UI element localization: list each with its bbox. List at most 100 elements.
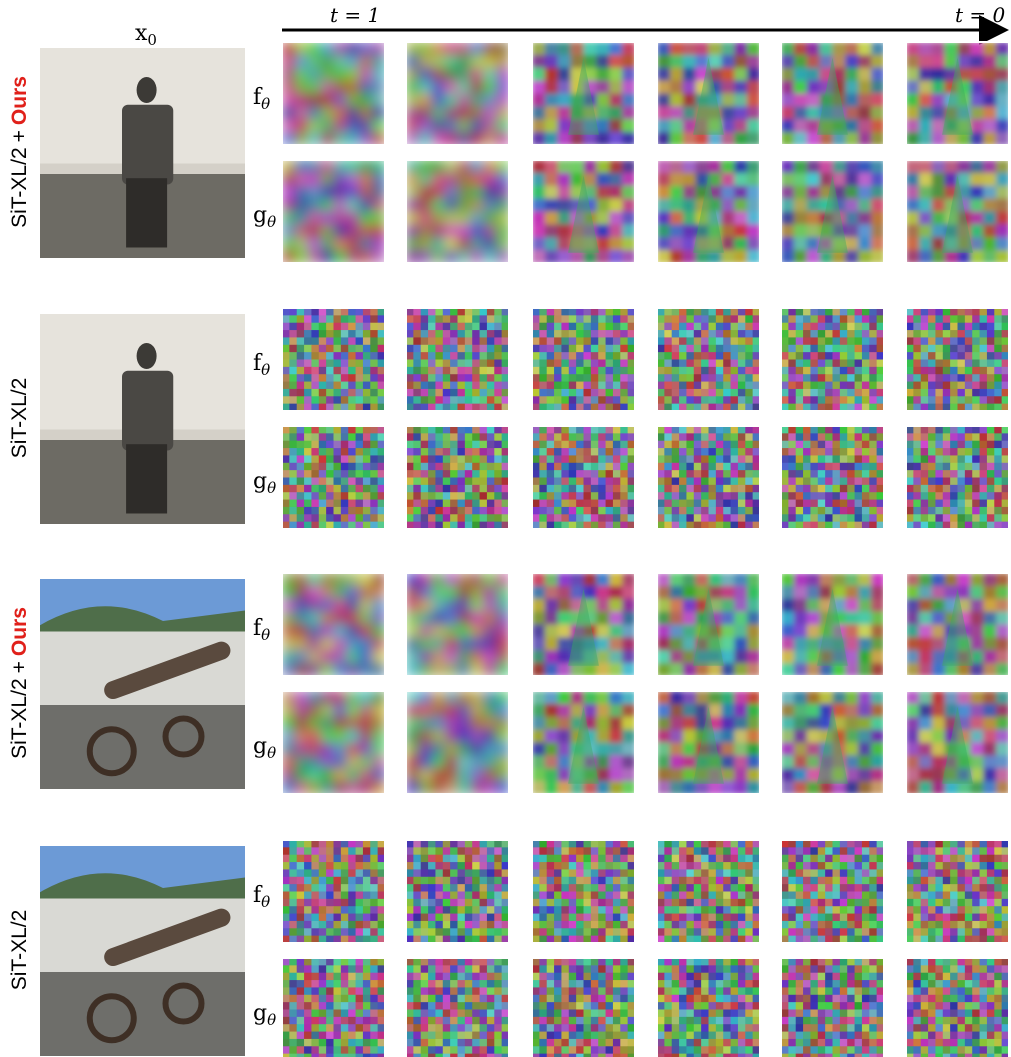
tile-cell bbox=[496, 573, 509, 586]
tile-cell bbox=[620, 500, 628, 508]
tile-cell bbox=[428, 500, 436, 508]
tile-cell bbox=[723, 367, 731, 375]
tile-cell bbox=[869, 862, 877, 870]
tile-cell bbox=[862, 315, 870, 323]
tile-cell bbox=[319, 367, 327, 375]
tile-cell bbox=[591, 463, 599, 471]
tile-cell bbox=[295, 199, 308, 212]
tile-cell bbox=[480, 352, 488, 360]
tile-cell bbox=[679, 492, 687, 500]
tile-cell bbox=[847, 847, 855, 855]
tile-cell bbox=[747, 730, 760, 743]
tile-cell bbox=[319, 914, 327, 922]
tile-cell bbox=[855, 869, 863, 877]
tile-cell bbox=[670, 717, 683, 730]
tile-cell bbox=[539, 323, 547, 331]
tile-cell bbox=[569, 441, 577, 449]
tile-cell bbox=[620, 448, 628, 456]
tile-cell bbox=[945, 42, 958, 55]
tile-cell bbox=[845, 237, 858, 250]
tile-cell bbox=[435, 906, 443, 914]
tile-cell bbox=[465, 352, 473, 360]
tile-cell bbox=[359, 650, 372, 663]
tile-cell bbox=[569, 514, 577, 522]
tile-cell bbox=[297, 485, 305, 493]
tile-cell bbox=[532, 650, 545, 663]
tile-cell bbox=[370, 514, 378, 522]
tile-cell bbox=[913, 382, 921, 390]
tile-cell bbox=[807, 717, 820, 730]
tile-cell bbox=[598, 374, 606, 382]
tile-cell bbox=[871, 650, 884, 663]
tile-cell bbox=[980, 367, 988, 375]
tile-cell bbox=[781, 433, 789, 441]
tile-cell bbox=[987, 485, 995, 493]
tile-cell bbox=[443, 877, 451, 885]
tile-cell bbox=[289, 840, 297, 848]
tile-cell bbox=[297, 840, 305, 848]
tile-cell bbox=[994, 382, 1002, 390]
tile-cell bbox=[334, 68, 347, 81]
tile-cell bbox=[657, 352, 665, 360]
feature-tile bbox=[906, 308, 1010, 412]
tile-cell bbox=[596, 599, 609, 612]
tile-cell bbox=[694, 478, 702, 486]
tile-cell bbox=[738, 448, 746, 456]
tile-cell bbox=[311, 323, 319, 331]
tile-cell bbox=[435, 478, 443, 486]
tile-cell bbox=[781, 485, 789, 493]
tile-cell bbox=[356, 877, 364, 885]
tile-cell bbox=[370, 463, 378, 471]
tile-cell bbox=[613, 877, 621, 885]
tile-cell bbox=[370, 492, 378, 500]
tile-cell bbox=[871, 599, 884, 612]
tile-cell bbox=[334, 42, 347, 55]
tile-cell bbox=[983, 586, 996, 599]
tile-cell bbox=[855, 426, 863, 434]
tile-cell bbox=[731, 382, 739, 390]
tile-cell bbox=[862, 847, 870, 855]
tile-cell bbox=[921, 308, 929, 316]
tile-cell bbox=[308, 743, 321, 756]
tile-cell bbox=[622, 81, 635, 94]
tile-cell bbox=[596, 650, 609, 663]
tile-cell bbox=[282, 94, 295, 107]
tile-cell bbox=[308, 768, 321, 781]
tile-cell bbox=[432, 730, 445, 743]
tile-cell bbox=[818, 869, 826, 877]
tile-cell bbox=[494, 396, 502, 404]
tile-cell bbox=[781, 55, 794, 68]
tile-cell bbox=[620, 914, 628, 922]
tile-cell bbox=[432, 224, 445, 237]
tile-cell bbox=[472, 840, 480, 848]
tile-cell bbox=[584, 928, 592, 936]
tile-cell bbox=[679, 463, 687, 471]
tile-cell bbox=[346, 132, 359, 145]
tile-cell bbox=[796, 478, 804, 486]
tile-cell bbox=[609, 755, 622, 768]
tile-cell bbox=[781, 599, 794, 612]
tile-cell bbox=[496, 212, 509, 225]
tile-cell bbox=[679, 855, 687, 863]
tile-cell bbox=[721, 573, 734, 586]
tile-cell bbox=[622, 730, 635, 743]
tile-cell bbox=[862, 433, 870, 441]
tile-cell bbox=[598, 441, 606, 449]
tile-cell bbox=[311, 478, 319, 486]
tile-cell bbox=[679, 485, 687, 493]
tile-cell bbox=[701, 448, 709, 456]
tile-cell bbox=[921, 330, 929, 338]
tile-cell bbox=[496, 160, 509, 173]
tile-cell bbox=[311, 928, 319, 936]
tile-cell bbox=[840, 448, 848, 456]
tile-cell bbox=[679, 847, 687, 855]
tile-cell bbox=[487, 389, 495, 397]
tile-cell bbox=[297, 514, 305, 522]
tile-cell bbox=[545, 237, 558, 250]
tile-mosaic bbox=[781, 426, 885, 530]
tile-cell bbox=[734, 691, 747, 704]
tile-cell bbox=[972, 426, 980, 434]
tile-cell bbox=[788, 330, 796, 338]
tile-cell bbox=[432, 160, 445, 173]
tile-cell bbox=[731, 892, 739, 900]
